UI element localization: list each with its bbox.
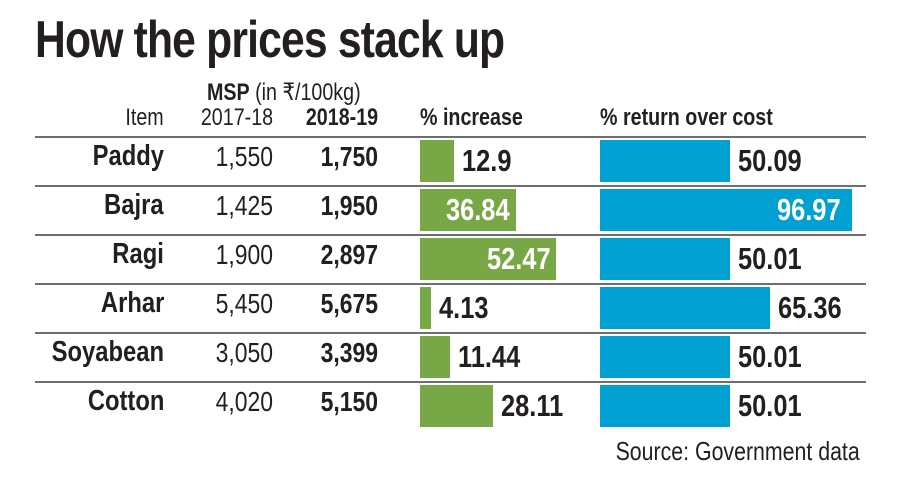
increase-bar (420, 140, 454, 182)
msp-label: MSP (207, 79, 250, 106)
msp-2018-19: 1,750 (320, 141, 378, 172)
header-2017-18: 2017-18 (200, 104, 273, 131)
increase-bar (420, 189, 516, 231)
header-2018-19: 2018-19 (305, 104, 378, 131)
row-divider (35, 381, 866, 383)
return-bar (600, 140, 731, 182)
msp-unit: (in ₹/100kg) (255, 79, 361, 106)
return-label: 50.01 (738, 241, 802, 276)
msp-2018-19: 1,950 (320, 190, 378, 221)
return-bar (600, 287, 770, 329)
header-increase: % increase (420, 104, 523, 131)
increase-label: 11.44 (457, 339, 520, 374)
return-label: 65.36 (777, 290, 842, 325)
chart-title: How the prices stack up (35, 11, 505, 69)
msp-2017-18: 3,050 (215, 337, 273, 368)
item-name: Ragi (112, 238, 164, 270)
header-return: % return over cost (600, 104, 773, 131)
increase-bar (420, 385, 494, 427)
msp-2017-18: 1,550 (215, 141, 273, 172)
increase-label: 12.9 (461, 143, 512, 178)
msp-header: MSP (in ₹/100kg) (207, 78, 361, 107)
return-label: 96.97 (776, 192, 841, 227)
return-label: 50.01 (738, 339, 802, 374)
item-name: Soyabean (51, 336, 164, 368)
msp-2017-18: 1,900 (215, 239, 273, 270)
return-label: 50.09 (738, 143, 802, 178)
msp-2018-19: 2,897 (320, 239, 378, 270)
increase-bar (420, 336, 450, 378)
increase-label: 28.11 (501, 388, 564, 423)
item-name: Cotton (87, 385, 164, 417)
return-bar (600, 238, 731, 280)
row-divider (35, 234, 866, 236)
increase-label: 4.13 (438, 290, 489, 325)
return-bar (600, 189, 853, 231)
row-divider (35, 283, 866, 285)
msp-2017-18: 4,020 (215, 386, 273, 417)
msp-2018-19: 5,150 (320, 386, 378, 417)
row-divider (35, 136, 866, 138)
row-divider (35, 332, 866, 334)
header-item: Item (125, 104, 164, 131)
msp-2017-18: 5,450 (215, 288, 273, 319)
increase-bar (420, 287, 431, 329)
item-name: Bajra (104, 189, 164, 221)
msp-2017-18: 1,425 (215, 190, 273, 221)
increase-bar (420, 238, 557, 280)
return-label: 50.01 (738, 388, 802, 423)
increase-label: 52.47 (486, 241, 551, 276)
item-name: Arhar (100, 287, 164, 319)
increase-label: 36.84 (446, 192, 510, 227)
return-bar (600, 336, 731, 378)
source-note: Source: Government data (615, 436, 860, 466)
msp-2018-19: 5,675 (320, 288, 378, 319)
item-name: Paddy (92, 140, 164, 172)
return-bar (600, 385, 731, 427)
msp-2018-19: 3,399 (320, 337, 378, 368)
row-divider (35, 185, 866, 187)
